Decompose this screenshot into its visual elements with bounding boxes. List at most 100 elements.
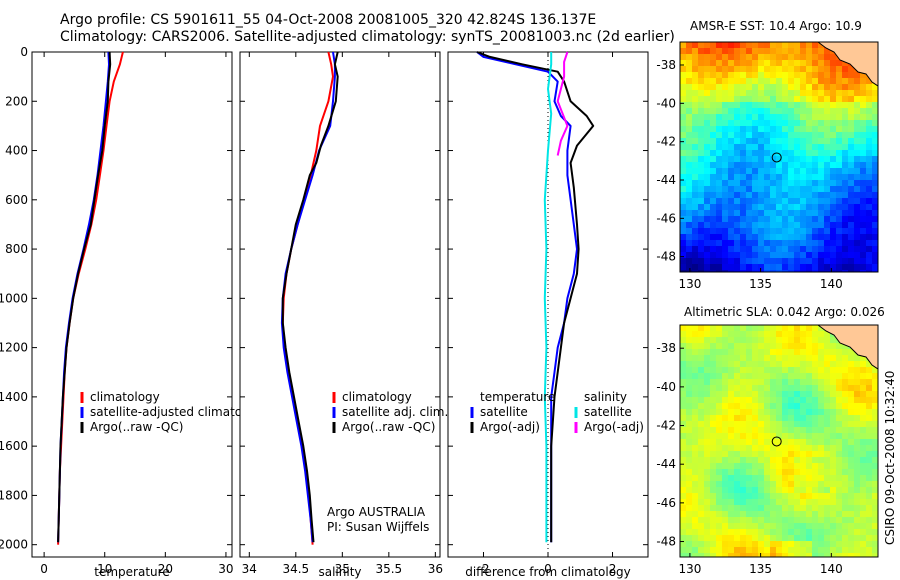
map-cell <box>782 114 789 121</box>
map-cell <box>860 270 867 272</box>
map-cell <box>734 493 741 500</box>
map-cell <box>710 481 717 488</box>
map-cell <box>734 511 741 518</box>
map-cell <box>710 415 717 422</box>
map-cell <box>704 180 711 187</box>
map-cell <box>824 84 831 91</box>
map-cell <box>704 246 711 253</box>
map-cell <box>866 162 873 169</box>
map-cell <box>764 198 771 205</box>
map-cell <box>782 120 789 127</box>
map-cell <box>848 126 855 133</box>
map-cell <box>824 331 831 338</box>
map-cell <box>818 216 825 223</box>
map-cell <box>716 463 723 470</box>
map-cell <box>860 222 867 229</box>
map-cell <box>692 108 699 115</box>
map-cell <box>836 391 843 398</box>
map-cell <box>770 487 777 494</box>
map-cell <box>860 481 867 488</box>
map-cell <box>782 126 789 133</box>
map-cell <box>800 505 807 512</box>
map-cell <box>824 90 831 97</box>
map-cell <box>830 168 837 175</box>
map-cell <box>740 409 747 416</box>
map-cell <box>716 379 723 386</box>
map-cell <box>776 264 783 271</box>
map-cell <box>848 132 855 139</box>
map-cell <box>680 216 687 223</box>
map-cell <box>848 547 855 554</box>
map-cell <box>728 361 735 368</box>
map-cell <box>830 481 837 488</box>
map-cell <box>710 114 717 121</box>
map-cell <box>722 547 729 554</box>
map-cell <box>740 48 747 55</box>
map-cell <box>698 84 705 91</box>
map-cell <box>776 258 783 265</box>
map-cell <box>860 132 867 139</box>
map-cell <box>824 216 831 223</box>
map-cell <box>752 427 759 434</box>
map-cell <box>860 463 867 470</box>
map-cell <box>752 379 759 386</box>
map-cell <box>752 258 759 265</box>
map-cell <box>824 337 831 344</box>
map-cell <box>704 415 711 422</box>
map-cell <box>740 463 747 470</box>
map-cell <box>704 499 711 506</box>
map-cell <box>848 144 855 151</box>
map-cell <box>818 78 825 85</box>
map-cell <box>782 511 789 518</box>
map-cell <box>728 523 735 530</box>
map-cell <box>782 240 789 247</box>
map-cell <box>806 228 813 235</box>
map-cell <box>764 192 771 199</box>
map-cell <box>770 114 777 121</box>
map-cell <box>710 547 717 554</box>
map-cell <box>818 535 825 542</box>
map-cell <box>860 439 867 446</box>
map-cell <box>770 523 777 530</box>
map-cell <box>734 240 741 247</box>
map-cell <box>830 451 837 458</box>
map-cell <box>686 367 693 374</box>
map-cell <box>722 90 729 97</box>
map-cell <box>824 180 831 187</box>
map-cell <box>764 234 771 241</box>
map-cell <box>716 210 723 217</box>
map-cell <box>776 84 783 91</box>
map-cell <box>698 433 705 440</box>
map-cell <box>854 529 861 536</box>
map-cell <box>800 511 807 518</box>
map-cell <box>710 198 717 205</box>
map-cell <box>842 403 849 410</box>
map-cell <box>788 547 795 554</box>
map-cell <box>722 72 729 79</box>
map-cell <box>710 451 717 458</box>
map-cell <box>836 270 843 272</box>
map-cell <box>866 108 873 115</box>
map-cell <box>788 168 795 175</box>
map-cell <box>788 499 795 506</box>
map-cell <box>704 198 711 205</box>
map-cell <box>860 511 867 518</box>
map-cell <box>770 343 777 350</box>
map-cell <box>752 403 759 410</box>
map-cell <box>788 361 795 368</box>
map-cell <box>704 72 711 79</box>
map-cell <box>806 66 813 73</box>
map-cell <box>710 186 717 193</box>
map-cell <box>854 547 861 554</box>
map-y-tick-label: -48 <box>656 535 676 549</box>
map-cell <box>782 84 789 91</box>
map-cell <box>872 114 878 121</box>
map-cell <box>788 222 795 229</box>
map-cell <box>752 481 759 488</box>
map-cell <box>860 102 867 109</box>
map-cell <box>680 240 687 247</box>
map-cell <box>800 415 807 422</box>
map-cell <box>812 210 819 217</box>
map-cell <box>764 180 771 187</box>
map-cell <box>794 403 801 410</box>
